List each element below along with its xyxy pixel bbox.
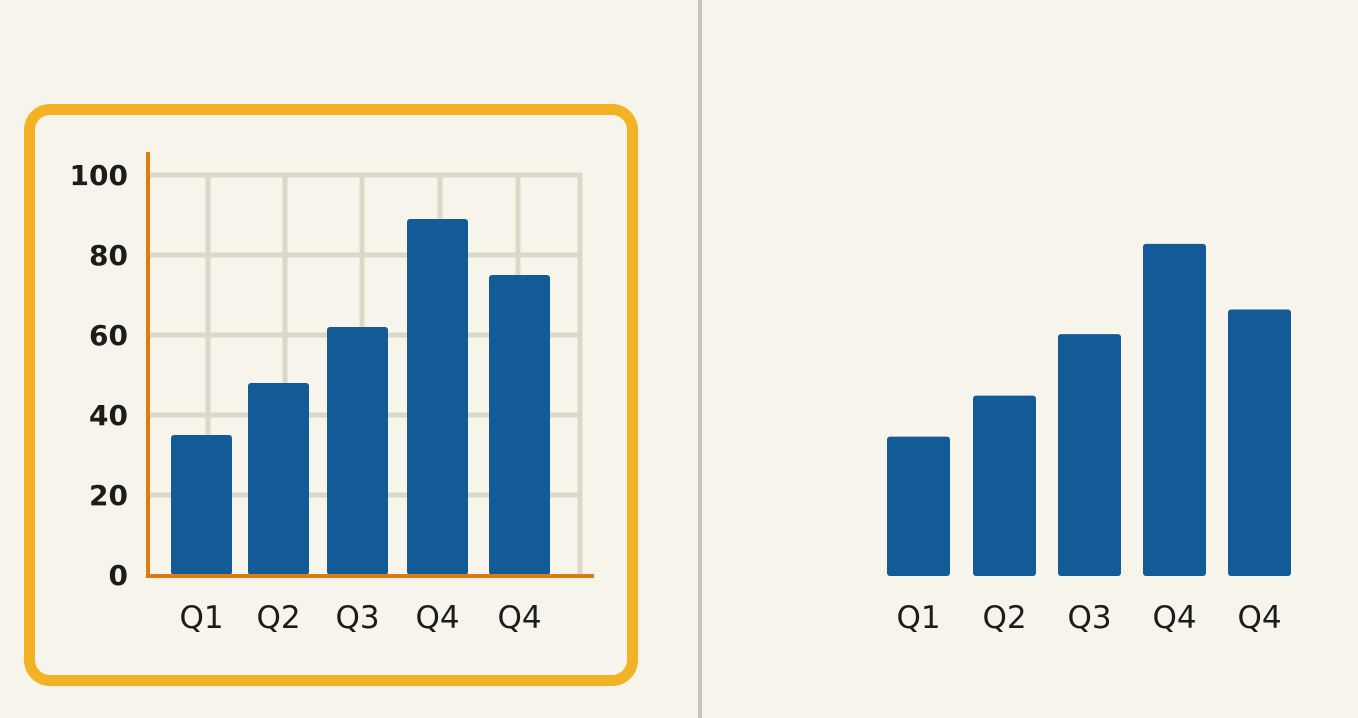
x-tick-label-q4-5: Q4 bbox=[497, 600, 541, 636]
x-tick-label-q4-5: Q4 bbox=[1237, 600, 1281, 636]
bar-q4-5 bbox=[489, 275, 550, 575]
bar-q4-5 bbox=[1228, 309, 1291, 576]
x-tick-label-q3-3: Q3 bbox=[335, 600, 379, 636]
x-tick-label-q2-2: Q2 bbox=[982, 600, 1026, 636]
x-tick-label-q2-2: Q2 bbox=[256, 600, 300, 636]
right-bar-chart: Q1 Q2 Q3 Q4 Q4 bbox=[887, 243, 1291, 636]
bar-q3-3 bbox=[1058, 334, 1121, 576]
bar-q2-2 bbox=[248, 383, 309, 575]
x-tick-label-q3-3: Q3 bbox=[1067, 600, 1111, 636]
y-tick-label-0: 0 bbox=[109, 559, 128, 592]
bar-q4-4 bbox=[407, 219, 468, 575]
x-tick-label-q4-4: Q4 bbox=[1152, 600, 1196, 636]
left-bar-chart: 0 20 40 60 80 100 Q1 Q2 Q3 Q4 Q4 bbox=[70, 152, 594, 636]
bar-q3-3 bbox=[327, 327, 388, 575]
x-tick-label-q1-1: Q1 bbox=[179, 600, 223, 636]
bar-q1-1 bbox=[887, 436, 950, 576]
bar-q2-2 bbox=[973, 395, 1036, 576]
panel-divider bbox=[698, 0, 702, 718]
bar-q1-1 bbox=[171, 435, 232, 575]
y-tick-label-100: 100 bbox=[70, 159, 128, 192]
y-tick-label-60: 60 bbox=[89, 319, 128, 352]
y-tick-label-40: 40 bbox=[89, 399, 128, 432]
highlighted-chart-frame bbox=[24, 104, 638, 686]
x-tick-label-q4-4: Q4 bbox=[415, 600, 459, 636]
y-tick-label-20: 20 bbox=[89, 479, 128, 512]
y-tick-label-80: 80 bbox=[89, 239, 128, 272]
bar-q4-4 bbox=[1143, 243, 1206, 576]
x-tick-label-q1-1: Q1 bbox=[896, 600, 940, 636]
